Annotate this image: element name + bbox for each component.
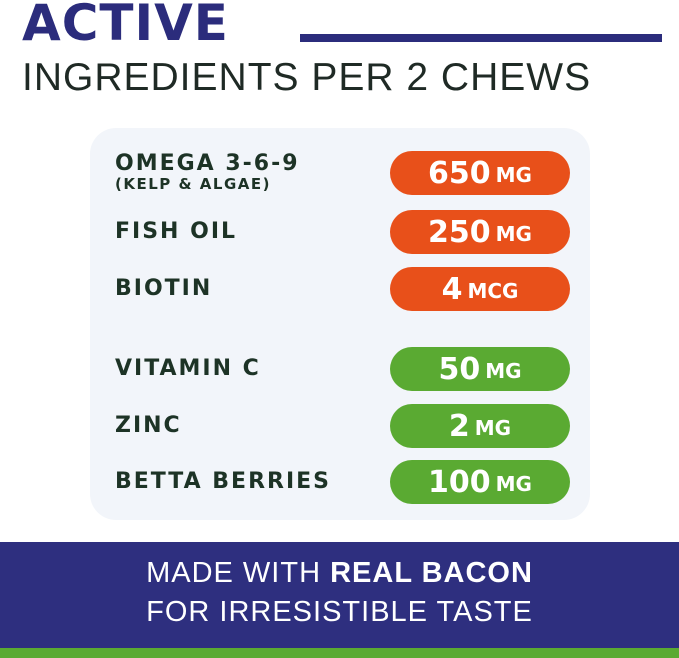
ingredient-name: BETTA BERRIES	[115, 469, 332, 494]
amount: 2	[448, 408, 470, 444]
unit: MG	[495, 163, 532, 187]
amount-pill: 100 MG	[390, 460, 570, 504]
ingredient-note: (KELP & ALGAE)	[115, 175, 271, 193]
ingredient-name: ZINC	[115, 413, 182, 438]
amount-pill: 4 MCG	[390, 267, 570, 311]
footer-text: FOR IRRESISTIBLE TASTE	[146, 596, 533, 628]
footer-strip	[0, 648, 679, 658]
amount-pill: 250 MG	[390, 210, 570, 254]
footer-text: MADE WITH	[146, 557, 331, 589]
amount-pill: 2 MG	[390, 404, 570, 448]
amount: 4	[441, 271, 463, 307]
ingredient-name: BIOTIN	[115, 276, 213, 301]
unit: MG	[495, 472, 532, 496]
unit: MG	[495, 222, 532, 246]
ingredient-name: FISH OIL	[115, 219, 238, 244]
amount: 650	[428, 155, 491, 191]
subtitle: INGREDIENTS PER 2 CHEWS	[22, 56, 592, 99]
amount: 50	[438, 351, 481, 387]
title: ACTIVE	[22, 0, 229, 52]
footer-emphasis: REAL BACON	[330, 557, 533, 589]
amount: 100	[428, 464, 491, 500]
unit: MG	[485, 359, 522, 383]
unit: MG	[474, 416, 512, 440]
footer-band	[0, 542, 679, 648]
amount-pill: 650 MG	[390, 151, 570, 195]
unit: MCG	[467, 279, 519, 303]
title-rule	[300, 34, 662, 42]
ingredient-name: OMEGA 3-6-9	[115, 151, 300, 176]
ingredient-name: VITAMIN C	[115, 356, 261, 381]
amount-pill: 50 MG	[390, 347, 570, 391]
footer-line: MADE WITH REAL BACON	[0, 557, 679, 590]
amount: 250	[428, 214, 491, 250]
